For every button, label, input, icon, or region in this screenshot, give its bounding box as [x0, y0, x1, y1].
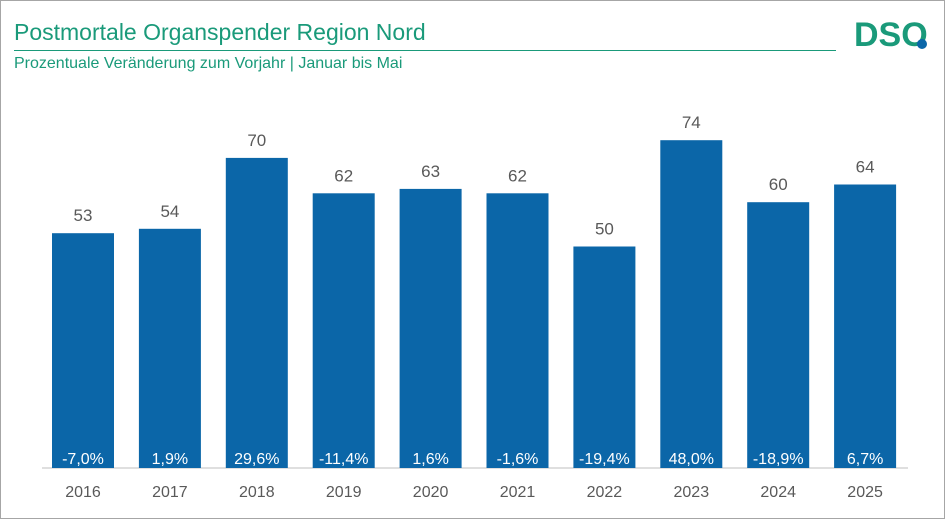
value-label-2021: 62 [508, 166, 527, 185]
value-label-2022: 50 [595, 220, 614, 239]
bar-2023 [660, 140, 723, 468]
value-label-2020: 63 [421, 162, 440, 181]
category-label-2016: 2016 [65, 484, 101, 501]
bar-2018 [225, 157, 288, 468]
value-label-2017: 54 [160, 202, 179, 221]
bar-2025 [834, 184, 897, 468]
dso-logo-dot [917, 39, 927, 49]
change-label-2020: 1,6% [412, 451, 448, 468]
change-label-2018: 29,6% [234, 451, 279, 468]
bar-2019 [312, 193, 375, 469]
dso-logo: DSO [854, 16, 928, 54]
value-label-2023: 74 [682, 113, 701, 132]
value-label-2018: 70 [247, 131, 266, 150]
change-label-2021: -1,6% [497, 451, 539, 468]
category-label-2019: 2019 [326, 484, 362, 501]
bar-2024 [747, 202, 810, 468]
bar-2022 [573, 246, 636, 468]
category-label-2021: 2021 [500, 484, 536, 501]
value-label-2024: 60 [769, 175, 788, 194]
category-label-2017: 2017 [152, 484, 188, 501]
change-label-2023: 48,0% [669, 451, 714, 468]
category-label-2025: 2025 [847, 484, 883, 501]
bar-2016 [52, 233, 114, 468]
title-divider [14, 50, 836, 51]
bar-2020 [399, 188, 462, 468]
change-label-2016: -7,0% [62, 451, 104, 468]
category-label-2020: 2020 [413, 484, 449, 501]
category-label-2022: 2022 [587, 484, 623, 501]
change-label-2017: 1,9% [152, 451, 188, 468]
change-label-2025: 6,7% [847, 451, 883, 468]
value-label-2016: 53 [74, 206, 93, 225]
bar-2017 [138, 228, 201, 468]
chart-title: Postmortale Organspender Region Nord [14, 19, 426, 45]
category-label-2024: 2024 [760, 484, 796, 501]
value-label-2019: 62 [334, 166, 353, 185]
bar-2021 [486, 193, 549, 469]
value-label-2025: 64 [856, 158, 875, 177]
dso-logo-text: DSO [854, 16, 928, 54]
change-label-2019: -11,4% [319, 451, 369, 468]
category-label-2023: 2023 [674, 484, 710, 501]
change-label-2024: -18,9% [753, 451, 804, 468]
chart-subtitle: Prozentuale Veränderung zum Vorjahr | Ja… [14, 55, 403, 72]
change-label-2022: -19,4% [579, 451, 630, 468]
category-label-2018: 2018 [239, 484, 275, 501]
